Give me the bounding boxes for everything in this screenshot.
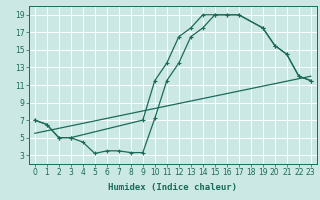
X-axis label: Humidex (Indice chaleur): Humidex (Indice chaleur) bbox=[108, 183, 237, 192]
